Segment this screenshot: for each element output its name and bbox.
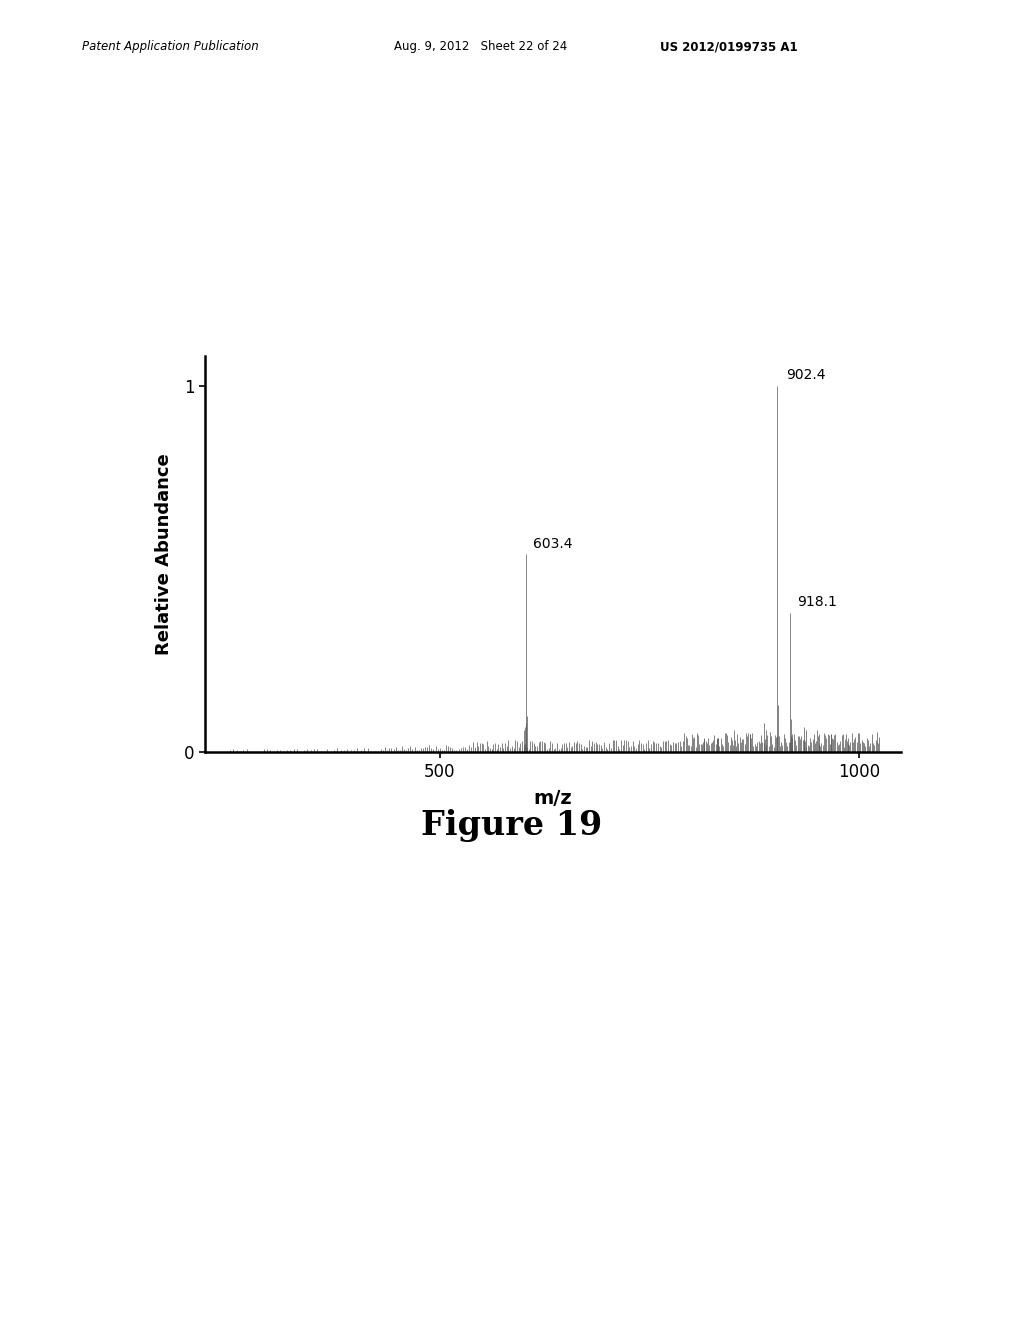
Text: US 2012/0199735 A1: US 2012/0199735 A1 bbox=[660, 40, 798, 53]
Text: Patent Application Publication: Patent Application Publication bbox=[82, 40, 259, 53]
X-axis label: m/z: m/z bbox=[534, 789, 572, 808]
Text: 902.4: 902.4 bbox=[785, 368, 825, 381]
Text: Aug. 9, 2012   Sheet 22 of 24: Aug. 9, 2012 Sheet 22 of 24 bbox=[394, 40, 567, 53]
Text: Figure 19: Figure 19 bbox=[421, 808, 603, 842]
Text: 603.4: 603.4 bbox=[534, 537, 572, 550]
Y-axis label: Relative Abundance: Relative Abundance bbox=[155, 454, 173, 655]
Text: 918.1: 918.1 bbox=[797, 595, 837, 610]
